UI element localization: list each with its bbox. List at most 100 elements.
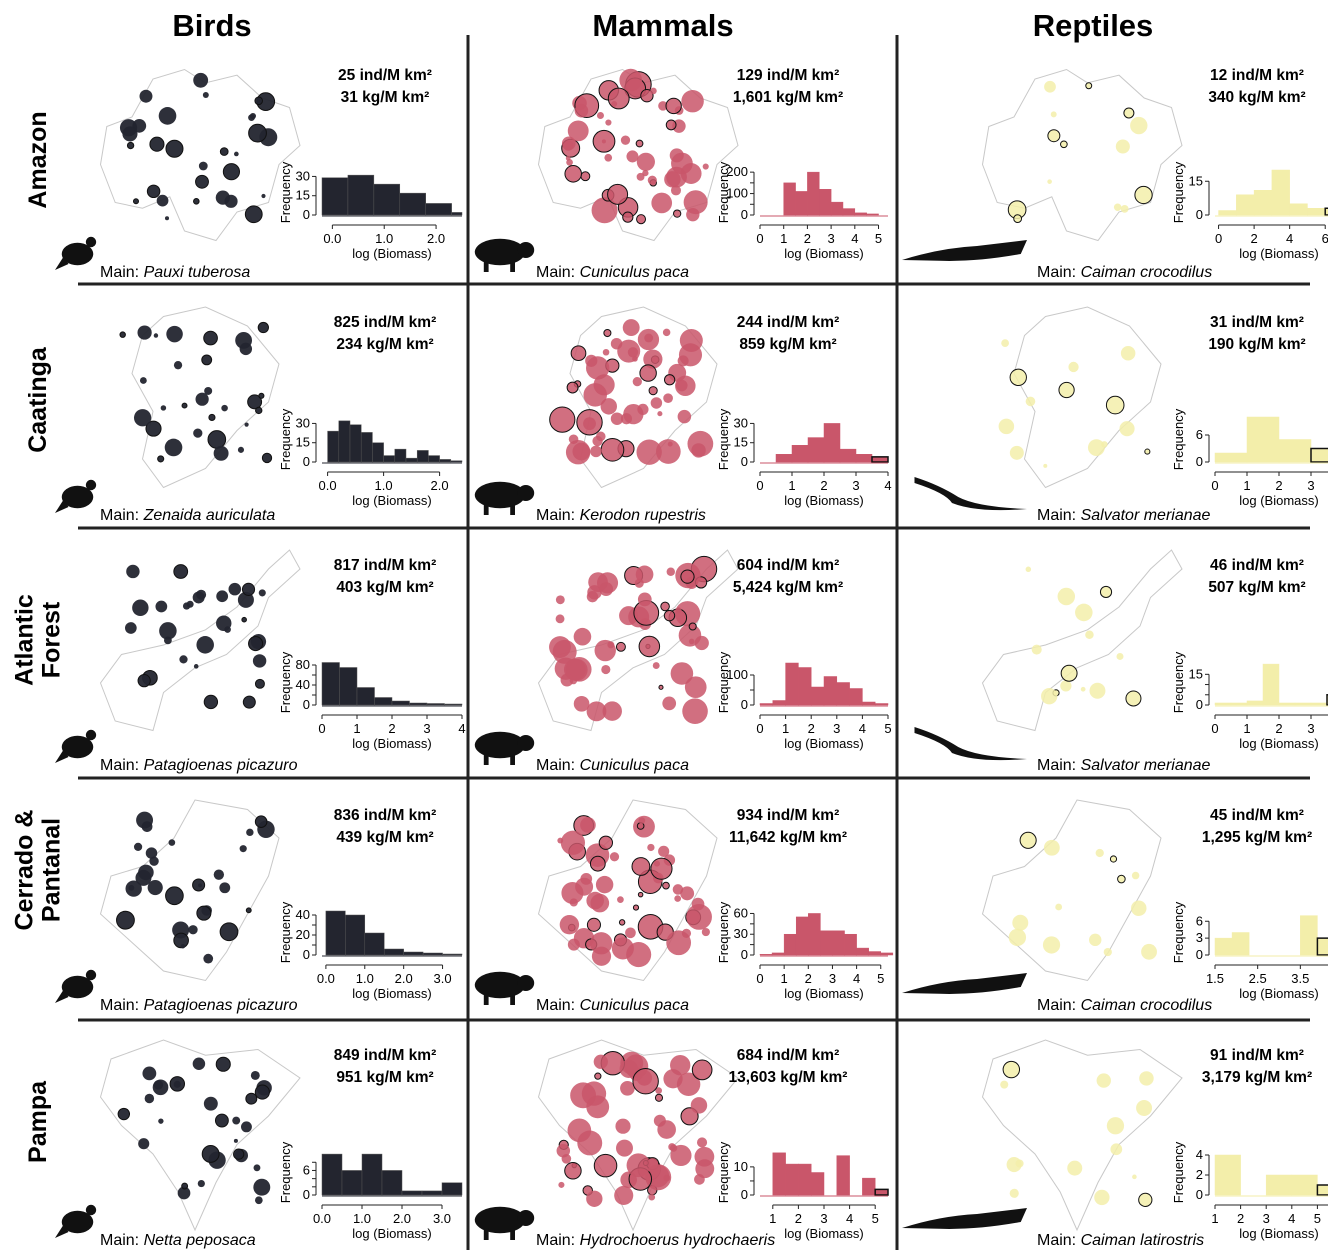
density-individuals: 684 ind/M km² [737,1047,840,1064]
site-point [636,439,662,465]
site-point [688,622,697,631]
site-point [219,882,231,894]
site-point [1110,1143,1123,1156]
histogram-bar [405,457,418,463]
site-point [559,915,580,935]
site-point [247,394,263,410]
row-header-label: Pampa [24,1080,52,1163]
map-outline [131,306,280,489]
site-point [615,641,626,652]
site-point [1134,185,1153,205]
main-species-name: Patagioenas picazuro [144,757,298,774]
y-tick-label: 15 [1189,666,1203,681]
site-point [146,184,161,199]
map-outline [537,549,739,732]
histogram-bar [321,177,349,216]
main-species-name: Salvator merianae [1081,507,1211,524]
site-point [564,1162,582,1180]
site-point [201,1145,220,1163]
y-axis-label-group: Frequency [716,1141,731,1203]
site-point [193,664,199,669]
site-point [254,96,263,106]
x-tick-label: 3 [833,721,840,736]
caiman-icon [902,240,1027,261]
histogram-bar [338,420,351,463]
x-tick-label: 0 [756,971,763,986]
y-axis-label-group: Frequency [278,408,293,470]
site-point [1095,848,1104,858]
site-point [591,197,618,224]
histogram-bar [1289,203,1308,216]
site-point [647,843,655,852]
histogram-bar [451,212,463,216]
site-point [626,150,639,163]
site-point [583,383,607,407]
histogram-bar [1291,1174,1318,1196]
main-species-name: Caiman crocodilus [1081,264,1213,281]
main-prefix: Main: [536,757,580,774]
site-point [1120,345,1136,361]
x-tick-label: 3 [852,478,859,493]
row-header-label: Atlantic [11,594,39,686]
density-biomass: 403 kg/M km² [336,579,433,596]
site-point [139,377,147,384]
y-axis-label: Frequency [1171,161,1186,223]
panel-mammals: 129 ind/M km² 1,601 kg/M km² 0 100 200 0 1 2 3 4 5… [474,67,888,281]
site-point [650,857,673,880]
histogram-bar [1310,702,1328,706]
site-point [1050,111,1057,118]
x-tick-label: 0 [756,721,763,736]
site-point [116,910,135,930]
site-point [676,1072,701,1096]
main-species-name: Salvator merianae [1081,757,1211,774]
site-point [1009,1188,1019,1198]
panel-mammals: 684 ind/M km² 13,603 kg/M km² 0 10 1 2 3 4 5 log … [474,1039,889,1249]
density-individuals: 91 ind/M km² [1210,1047,1304,1064]
site-point [663,374,676,386]
y-tick-label: 0 [1196,454,1203,469]
site-point [1067,1160,1083,1176]
x-tick-label: 4 [859,721,866,736]
site-point [564,165,582,183]
site-point [193,72,209,88]
panel-birds: 817 ind/M km² 403 kg/M km² 0 40 80 0 1 2 3 4 log (… [55,549,466,774]
site-point [1116,652,1124,660]
histogram-bar [399,192,426,216]
histogram-bar [403,951,424,956]
site-point [686,904,712,930]
map-outline [537,799,718,982]
site-point [201,354,213,366]
row-header-label: Pantanal [38,818,66,922]
histogram-bar [862,701,876,706]
main-species-caption: Main: Netta peposaca [100,1232,256,1249]
site-point [135,869,152,886]
x-axis-label: log (Biomass) [1239,246,1318,261]
x-tick-label: 1 [1211,1211,1218,1226]
panel-birds: 825 ind/M km² 234 kg/M km² 0 15 30 0.0 1.0 2.0l… [55,306,463,524]
site-point [680,886,695,901]
y-axis-label-group: Frequency [1171,901,1186,963]
y-tick-label: 0 [741,947,748,962]
panel-mammals: 934 ind/M km² 11,642 kg/M km² 0 30 60 0 1 2 3 4 5l… [474,799,894,1014]
site-point [602,348,610,356]
density-biomass: 507 kg/M km² [1208,579,1305,596]
x-tick-label: 4 [1288,1211,1295,1226]
site-point [618,919,626,926]
density-biomass: 234 kg/M km² [336,336,433,353]
histogram-bar [785,1163,799,1196]
y-axis-label: Frequency [716,901,731,963]
site-point [173,361,183,370]
site-point [237,591,254,608]
site-point [1115,139,1130,154]
site-point [1031,644,1042,655]
y-axis-label: Frequency [1171,651,1186,713]
site-point [254,678,265,689]
x-tick-label: 3 [827,231,834,246]
main-species-caption: Main: Caiman latirostris [1037,1232,1204,1249]
site-point [1043,463,1048,468]
histogram-bar [807,437,825,463]
y-axis-label: Frequency [1171,408,1186,470]
site-point [625,927,636,939]
site-point [1138,1192,1153,1207]
